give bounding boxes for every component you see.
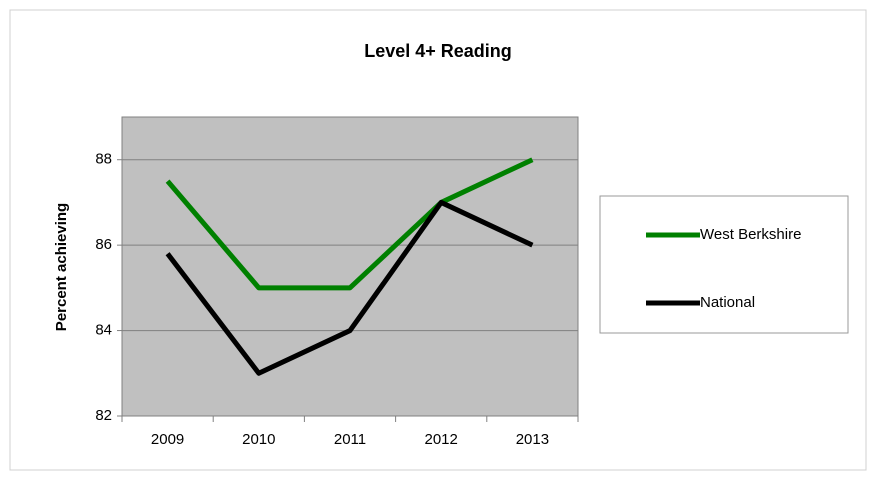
- x-tick-label: 2012: [425, 431, 458, 448]
- legend-box: [599, 195, 849, 334]
- chart-title: Level 4+ Reading: [364, 41, 512, 61]
- y-axis-label: Percent achieving: [53, 203, 70, 331]
- x-tick-label: 2010: [242, 431, 275, 448]
- y-tick-label: 88: [95, 151, 112, 168]
- x-tick-label: 2009: [151, 431, 184, 448]
- series-line: [165, 157, 534, 291]
- legend-label: National: [700, 294, 755, 311]
- series-line: [165, 199, 534, 376]
- legend-label: West Berkshire: [700, 226, 801, 243]
- x-tick-label: 2011: [334, 431, 366, 448]
- x-tick-label: 2013: [516, 431, 549, 448]
- y-tick-label: 84: [95, 322, 112, 339]
- y-tick-label: 82: [95, 407, 112, 424]
- plot-area: [121, 116, 579, 417]
- y-tick-label: 86: [95, 236, 112, 253]
